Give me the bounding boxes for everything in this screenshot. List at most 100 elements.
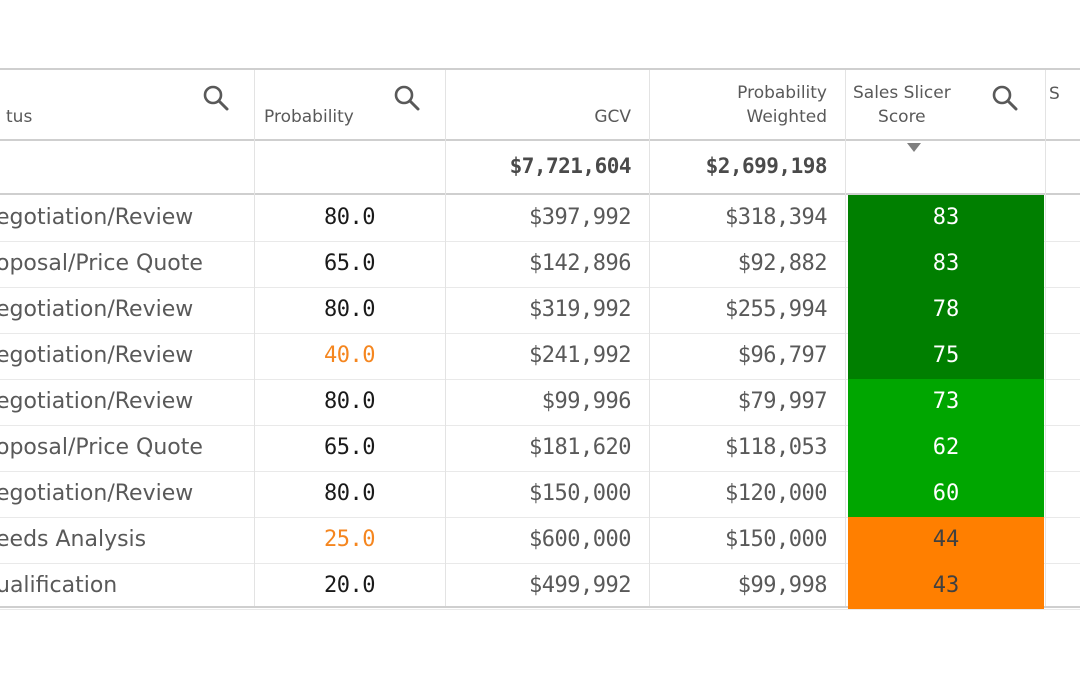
- table-row[interactable]: oposal/Price Quote 65.0 $142,896 $92,882 83: [0, 241, 1080, 288]
- status-cell[interactable]: egotiation/Review: [0, 333, 254, 379]
- probability-value: 20.0: [324, 573, 375, 598]
- column-separator[interactable]: [254, 70, 255, 606]
- status-value: egotiation/Review: [0, 343, 194, 368]
- header-gcv-label: GCV: [594, 107, 631, 127]
- score-cell[interactable]: 83: [845, 195, 1045, 241]
- probability-weighted-cell[interactable]: $92,882: [649, 241, 845, 287]
- header-probability-weighted[interactable]: Probability Weighted: [649, 70, 845, 139]
- total-gcv-cell: $7,721,604: [445, 141, 649, 193]
- score-cell[interactable]: 78: [845, 287, 1045, 333]
- gcv-cell[interactable]: $499,992: [445, 563, 649, 609]
- probability-weighted-cell[interactable]: $99,998: [649, 563, 845, 609]
- score-cell[interactable]: 44: [845, 517, 1045, 563]
- probability-cell[interactable]: 80.0: [254, 379, 445, 425]
- status-cell[interactable]: oposal/Price Quote: [0, 425, 254, 471]
- score-fill: 62: [848, 425, 1044, 471]
- score-cell[interactable]: 62: [845, 425, 1045, 471]
- status-value: egotiation/Review: [0, 205, 194, 230]
- column-separator[interactable]: [445, 70, 446, 606]
- score-value: 44: [932, 527, 960, 552]
- table-row[interactable]: egotiation/Review 80.0 $319,992 $255,994 78: [0, 287, 1080, 334]
- probability-weighted-cell[interactable]: $255,994: [649, 287, 845, 333]
- gcv-value: $150,000: [529, 481, 631, 506]
- header-sales-slicer-score[interactable]: Sales Slicer Score: [845, 70, 1045, 152]
- score-cell[interactable]: 43: [845, 563, 1045, 609]
- probability-cell[interactable]: 65.0: [254, 425, 445, 471]
- status-cell[interactable]: egotiation/Review: [0, 471, 254, 517]
- probability-weighted-value: $99,998: [737, 573, 828, 598]
- score-value: 60: [932, 481, 960, 506]
- status-cell[interactable]: egotiation/Review: [0, 195, 254, 241]
- probability-weighted-cell[interactable]: $150,000: [649, 517, 845, 563]
- status-value: ualification: [0, 573, 118, 598]
- status-value: eeds Analysis: [0, 527, 147, 552]
- probability-cell[interactable]: 25.0: [254, 517, 445, 563]
- score-cell[interactable]: 75: [845, 333, 1045, 379]
- table-row[interactable]: egotiation/Review 80.0 $150,000 $120,000 60: [0, 471, 1080, 518]
- table-row[interactable]: egotiation/Review 80.0 $99,996 $79,997 73: [0, 379, 1080, 426]
- header-probability[interactable]: Probability: [254, 70, 445, 139]
- header-status[interactable]: tus: [0, 70, 254, 139]
- probability-value: 80.0: [324, 297, 375, 322]
- header-probability-label: Probability: [264, 107, 354, 127]
- score-cell[interactable]: 83: [845, 241, 1045, 287]
- sort-descending-icon[interactable]: [907, 143, 921, 152]
- header-divider: [0, 139, 1080, 141]
- probability-value: 65.0: [324, 435, 375, 460]
- status-cell[interactable]: egotiation/Review: [0, 379, 254, 425]
- header-sales-slicer-score-label: Sales Slicer Score: [853, 83, 951, 127]
- search-icon[interactable]: [991, 84, 1019, 112]
- probability-weighted-cell[interactable]: $118,053: [649, 425, 845, 471]
- table-row[interactable]: egotiation/Review 40.0 $241,992 $96,797 75: [0, 333, 1080, 380]
- status-cell[interactable]: egotiation/Review: [0, 287, 254, 333]
- gcv-cell[interactable]: $319,992: [445, 287, 649, 333]
- probability-cell[interactable]: 80.0: [254, 471, 445, 517]
- total-gcv: $7,721,604: [509, 154, 632, 178]
- column-separator[interactable]: [649, 70, 650, 606]
- probability-weighted-cell[interactable]: $79,997: [649, 379, 845, 425]
- score-value: 83: [932, 205, 960, 230]
- gcv-cell[interactable]: $397,992: [445, 195, 649, 241]
- status-value: egotiation/Review: [0, 481, 194, 506]
- score-value: 78: [932, 297, 960, 322]
- score-value: 83: [932, 251, 960, 276]
- score-fill: 83: [848, 241, 1044, 287]
- probability-cell[interactable]: 65.0: [254, 241, 445, 287]
- gcv-cell[interactable]: $241,992: [445, 333, 649, 379]
- score-cell[interactable]: 73: [845, 379, 1045, 425]
- probability-weighted-cell[interactable]: $120,000: [649, 471, 845, 517]
- gcv-cell[interactable]: $150,000: [445, 471, 649, 517]
- gcv-cell[interactable]: $181,620: [445, 425, 649, 471]
- gcv-cell[interactable]: $600,000: [445, 517, 649, 563]
- probability-weighted-cell[interactable]: $96,797: [649, 333, 845, 379]
- probability-cell[interactable]: 40.0: [254, 333, 445, 379]
- search-icon[interactable]: [393, 84, 421, 112]
- header-status-label: tus: [6, 107, 33, 127]
- probability-cell[interactable]: 80.0: [254, 195, 445, 241]
- search-icon[interactable]: [202, 84, 230, 112]
- score-cell[interactable]: 60: [845, 471, 1045, 517]
- header-gcv[interactable]: GCV: [445, 70, 649, 139]
- column-separator[interactable]: [1045, 70, 1046, 606]
- status-value: oposal/Price Quote: [0, 251, 203, 276]
- header-next-column[interactable]: S: [1045, 70, 1080, 139]
- probability-cell[interactable]: 20.0: [254, 563, 445, 609]
- status-cell[interactable]: ualification: [0, 563, 254, 609]
- probability-weighted-value: $255,994: [725, 297, 827, 322]
- column-separator[interactable]: [845, 70, 846, 606]
- table-row[interactable]: oposal/Price Quote 65.0 $181,620 $118,053 62: [0, 425, 1080, 472]
- total-probability-weighted: $2,699,198: [705, 154, 828, 178]
- score-value: 75: [932, 343, 960, 368]
- table-row[interactable]: eeds Analysis 25.0 $600,000 $150,000 44: [0, 517, 1080, 564]
- table-row[interactable]: ualification 20.0 $499,992 $99,998 43: [0, 563, 1080, 610]
- score-fill: 60: [848, 471, 1044, 517]
- header-probability-weighted-label: Probability Weighted: [737, 83, 827, 127]
- score-fill: 43: [848, 563, 1044, 609]
- probability-weighted-cell[interactable]: $318,394: [649, 195, 845, 241]
- table-row[interactable]: egotiation/Review 80.0 $397,992 $318,394 83: [0, 195, 1080, 242]
- gcv-cell[interactable]: $142,896: [445, 241, 649, 287]
- status-cell[interactable]: eeds Analysis: [0, 517, 254, 563]
- gcv-cell[interactable]: $99,996: [445, 379, 649, 425]
- status-cell[interactable]: oposal/Price Quote: [0, 241, 254, 287]
- probability-cell[interactable]: 80.0: [254, 287, 445, 333]
